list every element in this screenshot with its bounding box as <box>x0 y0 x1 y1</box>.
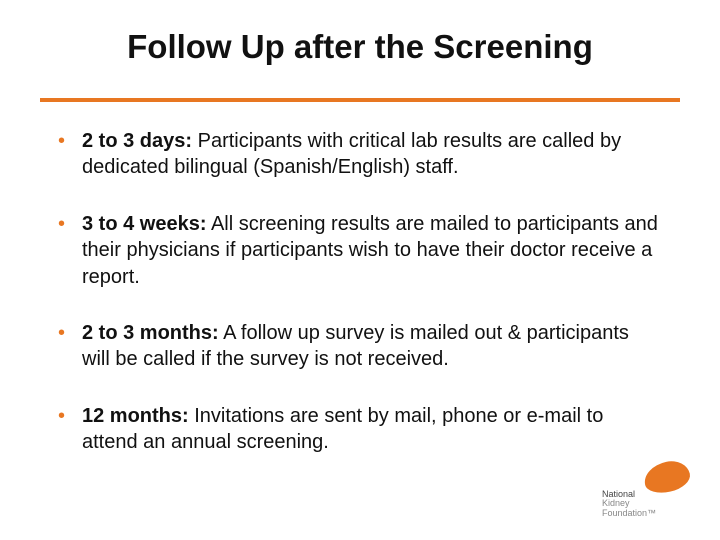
nkf-logo: National Kidney Foundation™ <box>602 462 690 518</box>
bullet-label: 3 to 4 weeks: <box>82 213 207 235</box>
logo-text: National Kidney Foundation™ <box>602 490 656 518</box>
bullet-label: 2 to 3 months: <box>82 322 219 344</box>
bullet-item: 3 to 4 weeks: All screening results are … <box>52 211 662 290</box>
logo-line3: Foundation™ <box>602 509 656 518</box>
bullet-item: 2 to 3 months: A follow up survey is mai… <box>52 320 662 373</box>
slide-title: Follow Up after the Screening <box>0 28 720 66</box>
slide: Follow Up after the Screening 2 to 3 day… <box>0 0 720 540</box>
bullet-item: 12 months: Invitations are sent by mail,… <box>52 403 662 456</box>
bullet-list: 2 to 3 days: Participants with critical … <box>52 128 662 486</box>
bullet-label: 2 to 3 days: <box>82 130 192 152</box>
bullet-label: 12 months: <box>82 405 189 427</box>
bullet-item: 2 to 3 days: Participants with critical … <box>52 128 662 181</box>
divider <box>40 98 680 102</box>
